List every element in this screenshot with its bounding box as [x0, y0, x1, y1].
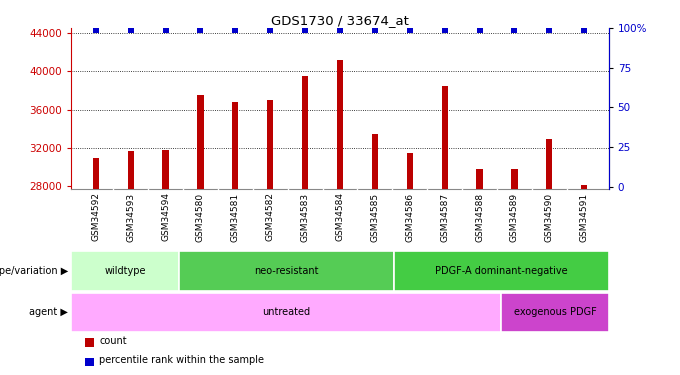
Text: GSM34587: GSM34587	[440, 192, 449, 242]
Bar	[163, 150, 169, 189]
Bar	[197, 95, 203, 189]
Bar	[511, 169, 517, 189]
Bar	[337, 60, 343, 189]
Point	[195, 27, 206, 33]
Bar	[394, 251, 609, 291]
Bar	[441, 86, 448, 189]
Text: wildtype: wildtype	[104, 266, 146, 276]
Point	[579, 27, 590, 33]
Text: GSM34594: GSM34594	[161, 192, 170, 242]
Text: GSM34581: GSM34581	[231, 192, 240, 242]
Text: genotype/variation ▶: genotype/variation ▶	[0, 266, 68, 276]
Point	[335, 27, 345, 33]
Text: GSM34593: GSM34593	[126, 192, 135, 242]
Text: PDGF-A dominant-negative: PDGF-A dominant-negative	[435, 266, 568, 276]
Text: neo-resistant: neo-resistant	[254, 266, 318, 276]
Point	[230, 27, 241, 33]
Text: GSM34591: GSM34591	[579, 192, 589, 242]
Text: GSM34584: GSM34584	[335, 192, 345, 242]
Text: GSM34592: GSM34592	[91, 192, 101, 242]
Bar	[267, 100, 273, 189]
Point	[125, 27, 136, 33]
Text: GSM34580: GSM34580	[196, 192, 205, 242]
Bar	[92, 158, 99, 189]
Point	[369, 27, 380, 33]
Bar	[71, 292, 501, 332]
Text: GSM34589: GSM34589	[510, 192, 519, 242]
Bar	[302, 76, 308, 189]
Text: count: count	[99, 336, 127, 345]
Bar	[581, 184, 588, 189]
Text: GSM34590: GSM34590	[545, 192, 554, 242]
Text: GSM34585: GSM34585	[371, 192, 379, 242]
Point	[405, 27, 415, 33]
Point	[544, 27, 555, 33]
Point	[439, 27, 450, 33]
Text: GSM34583: GSM34583	[301, 192, 309, 242]
Bar	[71, 251, 179, 291]
Title: GDS1730 / 33674_at: GDS1730 / 33674_at	[271, 14, 409, 27]
Bar	[546, 138, 552, 189]
Point	[509, 27, 520, 33]
Bar	[501, 292, 609, 332]
Text: exogenous PDGF: exogenous PDGF	[513, 307, 596, 317]
Bar	[477, 169, 483, 189]
Bar	[232, 102, 239, 189]
Bar	[372, 134, 378, 189]
Text: GSM34582: GSM34582	[266, 192, 275, 242]
Point	[300, 27, 311, 33]
Bar	[128, 151, 134, 189]
Text: GSM34586: GSM34586	[405, 192, 414, 242]
Text: agent ▶: agent ▶	[29, 307, 68, 317]
Point	[265, 27, 275, 33]
Bar	[407, 153, 413, 189]
Point	[160, 27, 171, 33]
Text: GSM34588: GSM34588	[475, 192, 484, 242]
Text: percentile rank within the sample: percentile rank within the sample	[99, 355, 265, 365]
Point	[474, 27, 485, 33]
Point	[90, 27, 101, 33]
Text: untreated: untreated	[262, 307, 310, 317]
Bar	[179, 251, 394, 291]
